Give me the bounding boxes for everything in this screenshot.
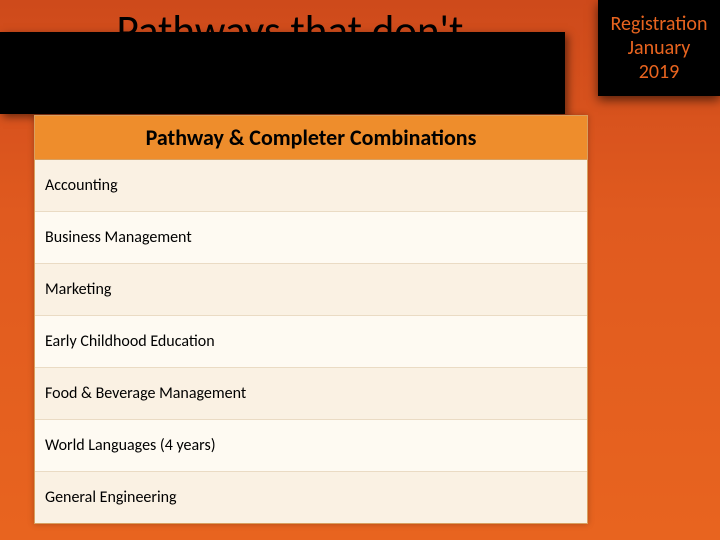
table-row: Business Management (35, 212, 587, 264)
slide-title: Pathways that don't Require a Completer (50, 8, 530, 101)
registration-badge: Registration January 2019 (598, 0, 720, 96)
table-row: Accounting (35, 160, 587, 212)
table-row: Early Childhood Education (35, 316, 587, 368)
pathways-table: Pathway & Completer Combinations Account… (34, 115, 588, 524)
badge-line-3: 2019 (598, 60, 720, 84)
table-row: Food & Beverage Management (35, 368, 587, 420)
badge-line-1: Registration (598, 12, 720, 36)
table-row: Marketing (35, 264, 587, 316)
table-header: Pathway & Completer Combinations (35, 116, 587, 160)
badge-line-2: January (598, 36, 720, 60)
table-row: General Engineering (35, 472, 587, 523)
table-row: World Languages (4 years) (35, 420, 587, 472)
